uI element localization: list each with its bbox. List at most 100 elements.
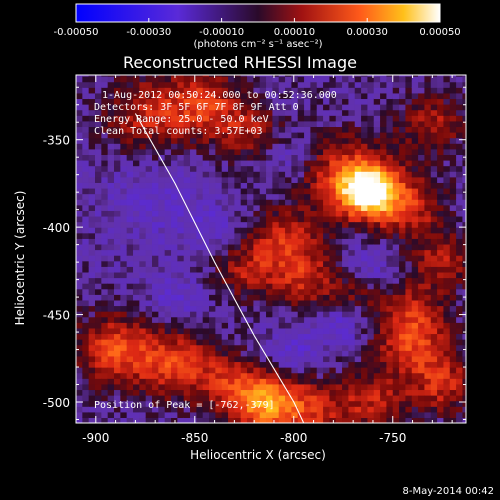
heatmap-cell xyxy=(348,199,356,206)
heatmap-cell xyxy=(95,271,102,279)
heatmap-cell xyxy=(221,411,229,419)
heatmap-cell xyxy=(437,227,445,234)
heatmap-cell xyxy=(399,344,407,351)
heatmap-cell xyxy=(405,193,413,200)
heatmap-cell xyxy=(145,260,153,267)
heatmap-cell xyxy=(133,81,140,88)
heatmap-cell xyxy=(234,305,242,312)
heatmap-cell xyxy=(133,294,140,301)
heatmap-cell xyxy=(462,104,466,111)
heatmap-cell xyxy=(291,283,299,290)
heatmap-cell xyxy=(126,311,134,318)
heatmap-cell xyxy=(126,193,134,200)
heatmap-cell xyxy=(278,417,286,423)
heatmap-cell xyxy=(329,182,337,189)
heatmap-cell xyxy=(158,182,166,189)
heatmap-cell xyxy=(183,249,191,256)
heatmap-cell xyxy=(95,109,102,116)
heatmap-cell xyxy=(247,75,254,77)
heatmap-cell xyxy=(190,182,197,189)
heatmap-cell xyxy=(323,81,331,88)
heatmap-cell xyxy=(240,383,248,391)
heatmap-cell xyxy=(139,171,147,178)
heatmap-cell xyxy=(405,176,413,183)
heatmap-cell xyxy=(392,176,400,183)
heatmap-cell xyxy=(418,417,426,423)
heatmap-cell xyxy=(380,294,388,301)
heatmap-cell xyxy=(240,294,248,301)
heatmap-cell xyxy=(177,294,185,301)
heatmap-cell xyxy=(367,283,375,290)
heatmap-cell xyxy=(177,104,185,111)
heatmap-cell xyxy=(114,389,121,396)
heatmap-cell xyxy=(240,288,248,295)
heatmap-cell xyxy=(202,294,210,301)
heatmap-cell xyxy=(76,266,83,273)
heatmap-cell xyxy=(228,171,235,178)
heatmap-cell xyxy=(310,333,318,340)
heatmap-cell xyxy=(424,411,432,419)
heatmap-cell xyxy=(411,120,419,128)
heatmap-cell xyxy=(114,159,121,167)
heatmap-cell xyxy=(133,361,140,368)
heatmap-cell xyxy=(82,98,90,105)
heatmap-cell xyxy=(342,339,350,346)
heatmap-cell xyxy=(259,171,267,178)
heatmap-cell xyxy=(335,215,343,223)
heatmap-cell xyxy=(120,182,128,189)
heatmap-cell xyxy=(418,132,426,139)
heatmap-cell xyxy=(247,126,254,133)
heatmap-cell xyxy=(449,316,457,323)
heatmap-cell xyxy=(462,378,466,385)
heatmap-cell xyxy=(266,115,273,122)
heatmap-cell xyxy=(158,378,166,385)
heatmap-cell xyxy=(228,204,235,211)
heatmap-cell xyxy=(133,76,140,83)
heatmap-cell xyxy=(430,406,438,413)
heatmap-cell xyxy=(240,367,248,374)
heatmap-cell xyxy=(266,378,273,385)
heatmap-cell xyxy=(310,104,318,111)
heatmap-cell xyxy=(259,126,267,133)
heatmap-cell xyxy=(88,238,96,245)
heatmap-cell xyxy=(380,389,388,396)
heatmap-cell xyxy=(133,104,140,111)
heatmap-cell xyxy=(114,294,121,301)
heatmap-cell xyxy=(196,165,204,172)
heatmap-cell xyxy=(177,199,185,206)
heatmap-cell xyxy=(348,187,356,195)
heatmap-cell xyxy=(462,283,466,290)
heatmap-cell xyxy=(82,120,90,128)
heatmap-cell xyxy=(114,277,121,284)
heatmap-cell xyxy=(316,126,324,133)
heatmap-cell xyxy=(456,115,464,122)
heatmap-cell xyxy=(215,143,223,150)
heatmap-cell xyxy=(354,322,362,329)
heatmap-cell xyxy=(266,193,273,200)
heatmap-cell xyxy=(304,132,311,139)
heatmap-cell xyxy=(139,327,147,335)
heatmap-cell xyxy=(114,372,121,379)
heatmap-cell xyxy=(424,120,432,128)
heatmap-cell xyxy=(253,87,261,94)
heatmap-cell xyxy=(82,182,90,189)
heatmap-cell xyxy=(386,389,394,396)
heatmap-cell xyxy=(272,288,280,295)
heatmap-cell xyxy=(386,316,394,323)
heatmap-cell xyxy=(449,148,457,155)
heatmap-cell xyxy=(215,367,223,374)
heatmap-cell xyxy=(139,120,147,128)
heatmap-cell xyxy=(443,372,451,379)
heatmap-cell xyxy=(183,327,191,335)
heatmap-cell xyxy=(443,271,451,279)
heatmap-cell xyxy=(272,221,280,228)
heatmap-cell xyxy=(145,92,153,100)
heatmap-cell xyxy=(348,87,356,94)
heatmap-cell xyxy=(449,81,457,88)
heatmap-cell xyxy=(437,148,445,155)
heatmap-cell xyxy=(76,372,83,379)
heatmap-cell xyxy=(202,187,210,195)
heatmap-cell xyxy=(183,378,191,385)
heatmap-cell xyxy=(456,238,464,245)
heatmap-cell xyxy=(209,288,216,295)
